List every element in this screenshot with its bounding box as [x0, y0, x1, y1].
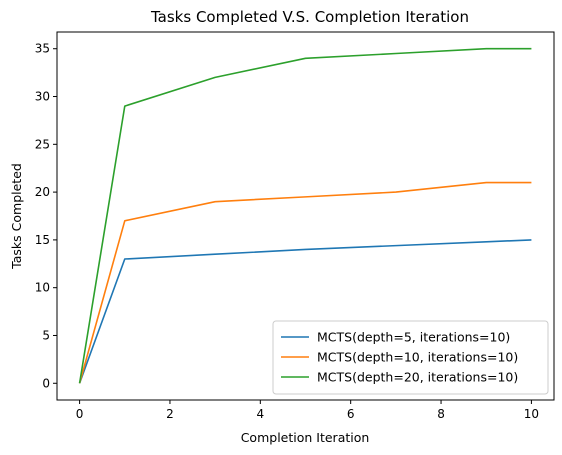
y-tick-label: 30 [35, 90, 50, 104]
legend-label-1: MCTS(depth=5, iterations=10) [317, 330, 510, 345]
series-line-3 [78, 47, 532, 384]
y-tick-label: 15 [35, 233, 50, 247]
y-tick-label: 0 [42, 376, 50, 390]
y-tick-label: 5 [42, 328, 50, 342]
chart-title: Tasks Completed V.S. Completion Iteratio… [150, 8, 469, 26]
x-tick-label: 4 [256, 407, 264, 421]
x-tick-label: 2 [166, 407, 174, 421]
y-axis: 0 5 10 15 20 25 30 35 [35, 42, 57, 390]
plot-frame [56, 31, 555, 401]
series-line-1 [78, 239, 532, 384]
x-axis-label: Completion Iteration [241, 430, 370, 445]
x-tick-label: 10 [524, 407, 539, 421]
legend: MCTS(depth=5, iterations=10) MCTS(depth=1… [272, 320, 549, 395]
x-tick-label: 0 [76, 407, 84, 421]
x-tick-label: 6 [347, 407, 355, 421]
legend-label-2: MCTS(depth=10, iterations=10) [317, 350, 518, 365]
x-tick-label: 8 [437, 407, 445, 421]
y-axis-label: Tasks Completed [9, 163, 24, 270]
y-tick-label: 35 [35, 42, 50, 56]
series-line-2 [78, 181, 532, 384]
legend-box [272, 320, 549, 395]
y-tick-label: 10 [35, 281, 50, 295]
legend-label-3: MCTS(depth=20, iterations=10) [317, 370, 518, 385]
series-layer [78, 47, 532, 384]
y-tick-label: 25 [35, 137, 50, 151]
y-tick-label: 20 [35, 185, 50, 199]
x-axis: 0 2 4 6 8 10 [76, 400, 539, 421]
plot-area: 0 2 4 6 8 10 0 5 10 15 20 25 30 35 [35, 31, 555, 421]
